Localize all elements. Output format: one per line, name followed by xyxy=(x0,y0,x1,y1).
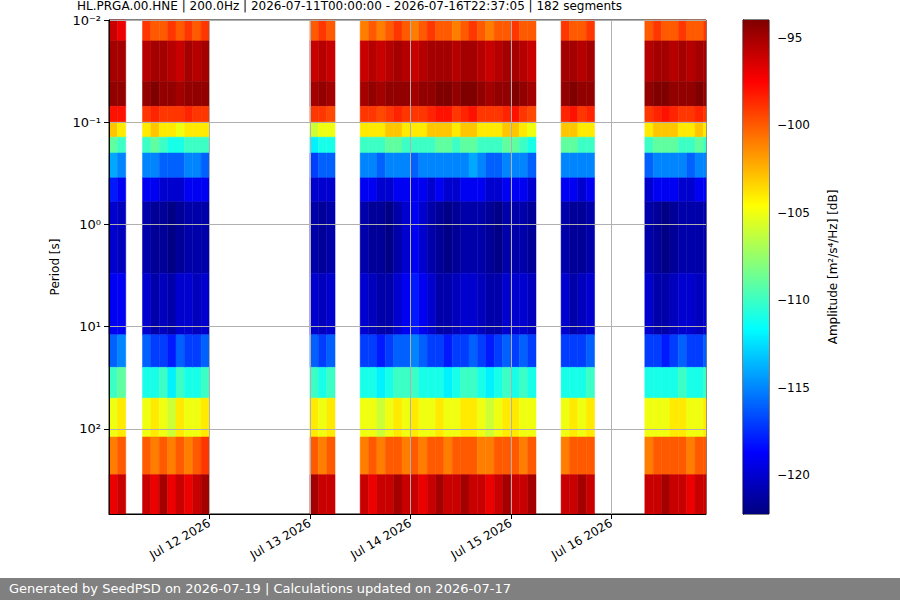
svg-text:−110: −110 xyxy=(777,293,810,307)
svg-text:10⁰: 10⁰ xyxy=(79,217,101,232)
svg-text:Amplitude [m²/s⁴/Hz] [dB]: Amplitude [m²/s⁴/Hz] [dB] xyxy=(826,190,840,345)
svg-text:Jul 15 2026: Jul 15 2026 xyxy=(448,516,515,563)
svg-text:−105: −105 xyxy=(777,206,810,220)
svg-text:−115: −115 xyxy=(777,381,810,395)
svg-text:Generated by SeedPSD on 2026-0: Generated by SeedPSD on 2026-07-19 | Cal… xyxy=(9,581,511,596)
svg-text:−95: −95 xyxy=(777,31,802,45)
svg-text:Period [s]: Period [s] xyxy=(48,239,62,296)
svg-text:10⁻¹: 10⁻¹ xyxy=(72,115,101,130)
svg-text:10¹: 10¹ xyxy=(79,319,101,334)
svg-text:Jul 12 2026: Jul 12 2026 xyxy=(146,516,213,563)
svg-text:10⁻²: 10⁻² xyxy=(72,13,101,28)
svg-text:HL.PRGA.00.HNE | 200.0Hz | 202: HL.PRGA.00.HNE | 200.0Hz | 2026-07-11T00… xyxy=(77,0,622,13)
svg-text:10²: 10² xyxy=(79,421,101,436)
svg-text:−120: −120 xyxy=(777,468,810,482)
svg-text:Jul 14 2026: Jul 14 2026 xyxy=(347,516,414,563)
svg-text:Jul 16 2026: Jul 16 2026 xyxy=(548,516,615,563)
svg-text:Jul 13 2026: Jul 13 2026 xyxy=(247,516,314,563)
svg-text:−100: −100 xyxy=(777,118,810,132)
